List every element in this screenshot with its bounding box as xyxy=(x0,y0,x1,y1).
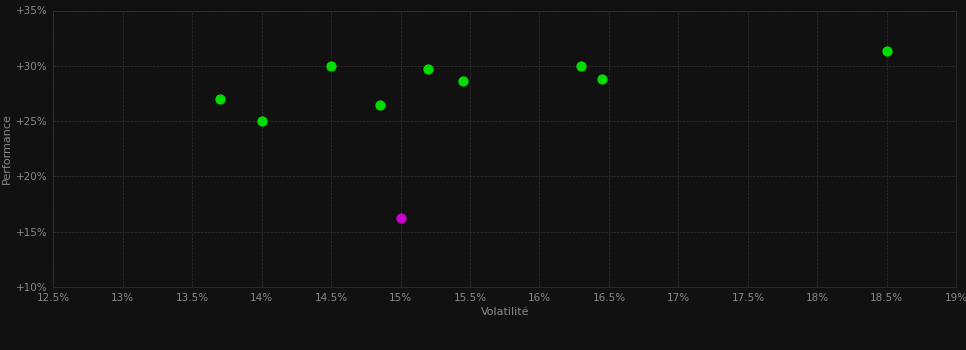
Point xyxy=(254,118,270,124)
Point xyxy=(879,49,895,54)
Point xyxy=(420,66,436,72)
Point xyxy=(574,63,589,69)
Point xyxy=(213,96,228,102)
X-axis label: Volatilité: Volatilité xyxy=(480,307,529,317)
Point xyxy=(455,78,470,84)
Point xyxy=(372,102,387,107)
Point xyxy=(393,216,409,221)
Point xyxy=(594,76,610,82)
Y-axis label: Performance: Performance xyxy=(2,113,12,184)
Point xyxy=(324,63,339,69)
